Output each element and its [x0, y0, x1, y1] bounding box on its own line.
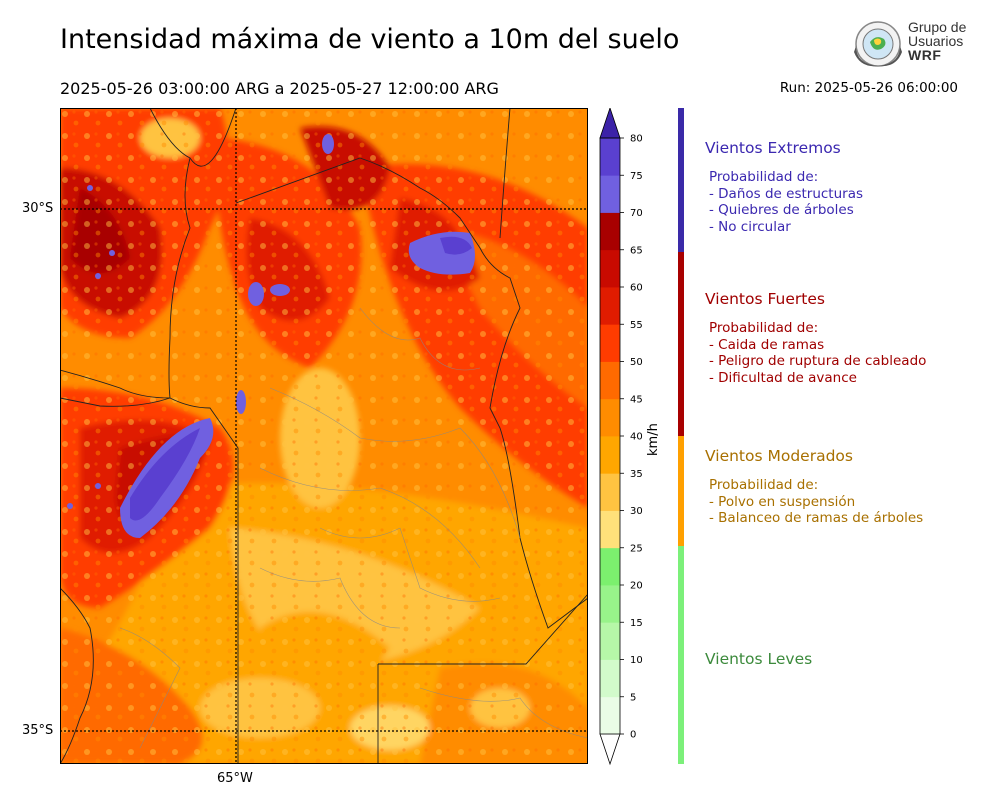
run-timestamp: Run: 2025-05-26 06:00:00	[779, 80, 958, 96]
colorbar-segment	[600, 436, 620, 474]
colorbar-segment	[600, 622, 620, 660]
colorbar-tick-label: 60	[630, 283, 643, 294]
colorbar-segment	[600, 324, 620, 362]
colorbar-extend-low	[599, 733, 621, 766]
category-strip-segment	[678, 546, 684, 764]
colorbar-tick-label: 30	[630, 506, 643, 517]
category-description: Probabilidad de: - Polvo en suspensión -…	[705, 477, 923, 527]
desc-line: - Polvo en suspensión	[709, 493, 856, 510]
desc-line: Probabilidad de:	[709, 320, 819, 336]
colorbar-extend-high	[599, 108, 621, 139]
wrf-logo: Grupo de Usuarios WRF	[848, 18, 968, 72]
colorbar-tick-label: 20	[630, 581, 643, 592]
desc-line: - Daños de estructuras	[709, 185, 864, 202]
category-title: Vientos Extremos	[705, 139, 841, 157]
colorbar-segment	[600, 175, 620, 213]
logo-line-2: Usuarios	[908, 33, 964, 49]
colorbar-segment	[600, 212, 620, 251]
colorbar-tick-label: 55	[630, 320, 643, 331]
colorbar-segment	[600, 398, 620, 437]
colorbar-tick-label: 75	[630, 171, 643, 182]
category-strip-segment	[678, 252, 684, 436]
desc-line: - Caida de ramas	[709, 336, 825, 353]
colorbar: 0 5 10 15 20 25 30 35 40 45 50 55 60 65 70 75 80	[599, 108, 643, 766]
category-fuertes: Vientos Fuertes Probabilidad de: - Caida…	[705, 290, 926, 386]
desc-line: - No circular	[709, 218, 791, 235]
page-title: Intensidad máxima de viento a 10m del su…	[60, 24, 680, 55]
globe-icon	[854, 21, 902, 67]
colorbar-tick-label: 15	[630, 618, 643, 629]
forecast-period: 2025-05-26 03:00:00 ARG a 2025-05-27 12:…	[60, 79, 499, 98]
colorbar-tick-label: 10	[630, 655, 643, 666]
colorbar-segment	[600, 659, 620, 698]
colorbar-unit: km/h	[646, 423, 661, 456]
colorbar-tick-label: 50	[630, 357, 643, 368]
colorbar-tick-label: 25	[630, 543, 643, 554]
category-title: Vientos Leves	[705, 650, 813, 668]
colorbar-segment	[600, 138, 620, 176]
colorbar-segment	[600, 287, 620, 325]
colorbar-segment	[600, 547, 620, 586]
colorbar-tick-label: 80	[630, 134, 643, 145]
lat-label-30s: 30°S	[22, 201, 54, 216]
colorbar-segment	[600, 249, 620, 288]
lat-label-35s: 35°S	[22, 723, 54, 738]
category-moderados: Vientos Moderados Probabilidad de: - Pol…	[705, 447, 923, 527]
colorbar-tick-label: 45	[630, 394, 643, 405]
colorbar-segment	[600, 361, 620, 400]
desc-line: - Balanceo de ramas de árboles	[709, 510, 924, 526]
category-description: Probabilidad de: - Daños de estructuras …	[705, 169, 863, 235]
category-leves: Vientos Leves	[705, 650, 812, 668]
colorbar-segment	[600, 585, 620, 623]
colorbar-tick-label: 0	[630, 730, 636, 741]
colorbar-segment	[600, 473, 620, 511]
wind-map	[60, 108, 588, 764]
category-title: Vientos Fuertes	[705, 290, 825, 308]
desc-line: - Quiebres de árboles	[709, 202, 854, 218]
category-strip-segment	[678, 436, 684, 546]
desc-line: Probabilidad de:	[709, 477, 819, 493]
colorbar-tick-label: 70	[630, 208, 643, 219]
category-strip-segment	[678, 108, 684, 252]
logo-line-1: Grupo de	[908, 19, 967, 35]
lon-label-65w: 65°W	[217, 771, 253, 786]
category-title: Vientos Moderados	[705, 447, 853, 465]
desc-line: - Dificultad de avance	[709, 369, 857, 386]
desc-line: Probabilidad de:	[709, 169, 819, 185]
category-extremos: Vientos Extremos Probabilidad de: - Daño…	[705, 139, 863, 235]
colorbar-segment	[600, 510, 620, 549]
colorbar-tick-label: 65	[630, 245, 643, 256]
category-description: Probabilidad de: - Caida de ramas - Peli…	[705, 320, 926, 386]
colorbar-tick-label: 40	[630, 432, 643, 443]
desc-line: - Peligro de ruptura de cableado	[709, 353, 927, 369]
colorbar-tick-label: 5	[630, 692, 636, 703]
colorbar-tick-label: 35	[630, 469, 643, 480]
colorbar-segment	[600, 696, 620, 735]
logo-line-3: WRF	[908, 47, 942, 63]
logo-text: Grupo de Usuarios WRF	[908, 20, 966, 62]
